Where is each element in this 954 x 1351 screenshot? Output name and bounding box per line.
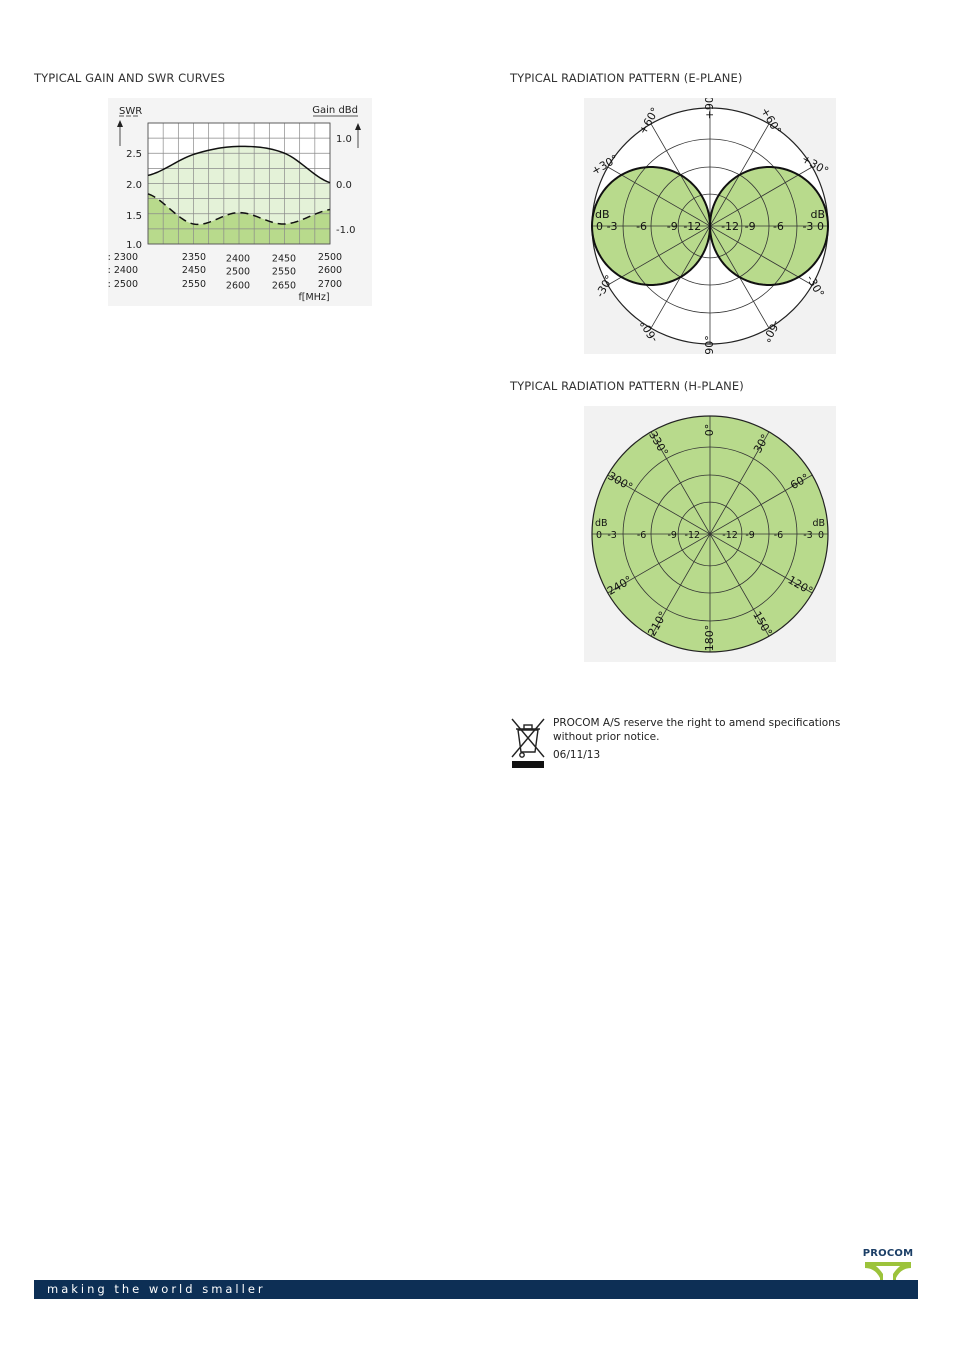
angle-label: -90°: [703, 335, 716, 354]
x-tick-label: /l : 2300: [108, 252, 138, 263]
db-label-left: -12: [685, 530, 701, 541]
angle-label: +90°: [703, 98, 716, 119]
x-axis-label: f[MHz]: [298, 292, 329, 303]
db-unit-right: dB: [810, 208, 825, 221]
brand-name: PROCOM: [862, 1248, 914, 1259]
gain-axis-label: Gain dBd: [312, 105, 358, 116]
plot-border: [147, 122, 331, 245]
x-tick-label: 2450: [272, 254, 296, 265]
x-tick-label: 2350: [182, 252, 206, 263]
angle-label: 0°: [703, 424, 716, 437]
swr-tick-label: 1.0: [126, 240, 142, 251]
db-label-left: 0: [596, 220, 603, 233]
notice-text: PROCOM A/S reserve the right to amend sp…: [553, 717, 841, 743]
x-tick-label: 2400: [226, 254, 250, 265]
db-label-left: -6: [637, 530, 646, 541]
x-tick-label: 2550: [182, 279, 206, 290]
polar-spoke: [650, 431, 770, 637]
angle-label: 180°: [703, 625, 716, 652]
left-lobe-outline: [590, 166, 712, 286]
db-label-right: -6: [773, 220, 784, 233]
x-tick-label: 2450: [182, 265, 206, 276]
gain-tick-label: 0.0: [336, 180, 352, 191]
gain-swr-title: TYPICAL GAIN AND SWR CURVES: [34, 71, 226, 85]
e-plane-title: TYPICAL RADIATION PATTERN (E-PLANE): [510, 71, 743, 85]
x-tick-label: 2600: [226, 281, 250, 292]
swr-arrow-head: [117, 120, 123, 127]
gain-line: [147, 145, 331, 184]
swr-tick-label: 2.5: [126, 149, 142, 160]
polar-outer-ring: [591, 415, 829, 653]
right-lobe-outline: [708, 166, 830, 286]
db-label-right: 0: [818, 530, 824, 541]
db-unit-left: dB: [595, 518, 608, 529]
x-tick-label: 2500: [318, 252, 342, 263]
db-label-right: -12: [722, 530, 738, 541]
gain-arrow-head: [355, 123, 361, 130]
db-label-right: -3: [802, 220, 813, 233]
db-label-left: -9: [667, 530, 676, 541]
db-label-right: -9: [745, 530, 754, 541]
db-unit-right: dB: [812, 518, 825, 529]
db-label-left: -12: [683, 220, 701, 233]
procom-logo: PROCOM: [860, 1248, 920, 1298]
x-tick-label: 2600: [318, 265, 342, 276]
gain-swr-chart: SWR Gain dBd 2.5 2.0 1.5 1.0 1.0 0.0 -1.0/l : 23…: [108, 98, 372, 306]
db-label-left: -9: [667, 220, 678, 233]
db-label-left: -3: [607, 530, 616, 541]
footer-slogan: making the world smaller: [47, 1282, 266, 1296]
db-label-left: -6: [636, 220, 647, 233]
gain-tick-label: 1.0: [336, 134, 352, 145]
db-label-right: -3: [803, 530, 812, 541]
db-label-right: -6: [774, 530, 783, 541]
weee-bin-icon: [511, 718, 545, 768]
h-plane-polar-chart: 0 -3 -6 -9 -12 -12 -9 -6 -3 0dB dB0°30°60°120°150°…: [584, 406, 836, 662]
db-label-left: -3: [607, 220, 618, 233]
x-tick-label: 2650: [272, 281, 296, 292]
swr-tick-label: 1.5: [126, 211, 142, 222]
x-tick-label: 2550: [272, 267, 296, 278]
db-label-right: -9: [745, 220, 756, 233]
notice-block: PROCOM A/S reserve the right to amend sp…: [553, 716, 843, 762]
db-label-left: 0: [596, 530, 602, 541]
x-tick-label: 2500: [226, 267, 250, 278]
db-unit-left: dB: [595, 208, 610, 221]
e-plane-polar-chart: 0 -3 -6 -9 -12 -12 -9 -6 -3 0dB dB+90°+60° +60°+30°…: [584, 98, 836, 354]
procom-y-mark-icon: [865, 1262, 911, 1294]
x-tick-label: 2700: [318, 279, 342, 290]
swr-axis-label: SWR: [119, 106, 142, 117]
db-label-right: 0: [817, 220, 824, 233]
swr-tick-label: 2.0: [126, 180, 142, 191]
x-tick-label: /h : 2500: [108, 279, 138, 290]
db-label-right: -12: [721, 220, 739, 233]
x-tick-label: /m : 2400: [108, 265, 138, 276]
footer-bar: making the world smaller: [34, 1280, 918, 1299]
gain-tick-label: -1.0: [336, 225, 356, 236]
h-plane-title: TYPICAL RADIATION PATTERN (H-PLANE): [510, 379, 744, 393]
notice-date: 06/11/13: [553, 749, 601, 761]
